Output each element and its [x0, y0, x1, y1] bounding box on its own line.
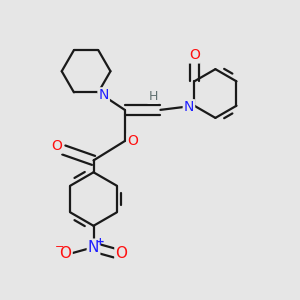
- Text: N: N: [88, 240, 99, 255]
- Text: O: O: [128, 134, 139, 148]
- Text: +: +: [96, 237, 104, 247]
- Text: O: O: [189, 49, 200, 62]
- Text: O: O: [51, 139, 62, 152]
- Text: O: O: [116, 246, 128, 261]
- Text: N: N: [184, 100, 194, 114]
- Text: N: N: [98, 88, 109, 102]
- Text: −: −: [55, 242, 64, 252]
- Text: O: O: [60, 246, 72, 261]
- Text: H: H: [148, 90, 158, 103]
